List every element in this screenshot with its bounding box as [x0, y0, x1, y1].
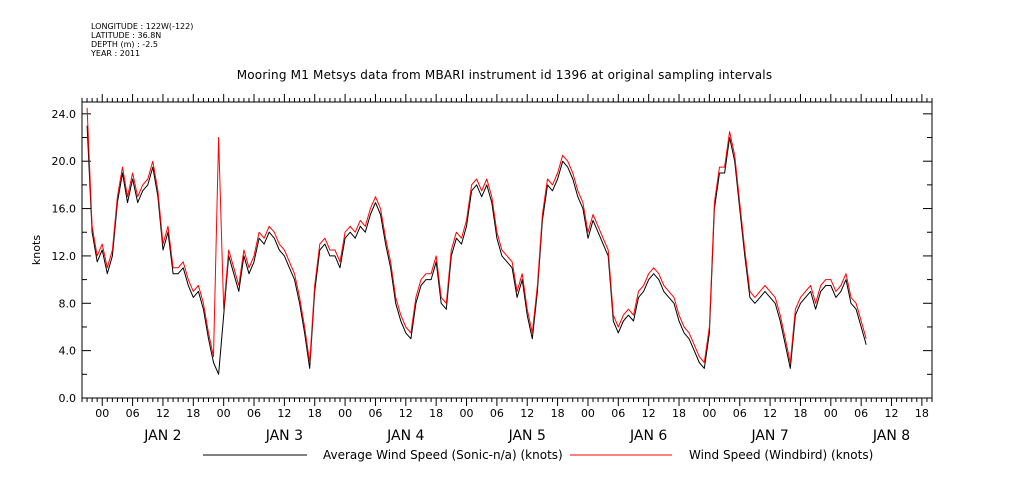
- x-hour-label: 18: [429, 407, 443, 420]
- x-hour-label: 12: [156, 407, 170, 420]
- y-axis-label: knots: [30, 235, 43, 265]
- longitude-text: LONGITUDE : 122W(-122): [91, 22, 194, 31]
- y-tick-label: 12.0: [52, 250, 77, 263]
- x-hour-label: 00: [581, 407, 595, 420]
- x-day-label: JAN 6: [629, 428, 667, 444]
- x-hour-label: 12: [763, 407, 777, 420]
- x-hour-label: 18: [186, 407, 200, 420]
- x-hour-label: 06: [126, 407, 140, 420]
- x-hour-label: 12: [642, 407, 656, 420]
- x-hour-label: 18: [551, 407, 565, 420]
- x-day-label: JAN 5: [508, 428, 546, 444]
- series-line-windbird-wind-speed: [86, 107, 867, 363]
- x-day-label: JAN 3: [265, 428, 303, 444]
- x-hour-label: 00: [460, 407, 474, 420]
- series-line-average-wind-speed: [86, 125, 867, 375]
- x-hour-label: 12: [277, 407, 291, 420]
- y-tick-label: 0.0: [59, 392, 77, 405]
- x-day-label: JAN 8: [872, 428, 910, 444]
- depth-text: DEPTH (m) : -2.5: [91, 40, 158, 49]
- y-tick-label: 20.0: [52, 155, 77, 168]
- chart-title: Mooring M1 Metsys data from MBARI instru…: [236, 68, 773, 82]
- x-hour-label: 06: [247, 407, 261, 420]
- latitude-text: LATITUDE : 36.8N: [91, 31, 162, 40]
- x-hour-label: 06: [733, 407, 747, 420]
- y-tick-label: 24.0: [52, 108, 77, 121]
- x-hour-label: 18: [672, 407, 686, 420]
- x-hour-label: 06: [611, 407, 625, 420]
- x-hour-label: 18: [308, 407, 322, 420]
- x-hour-label: 00: [702, 407, 716, 420]
- x-hour-label: 06: [854, 407, 868, 420]
- x-hour-label: 00: [217, 407, 231, 420]
- year-text: YEAR : 2011: [91, 49, 141, 58]
- x-hour-label: 00: [824, 407, 838, 420]
- x-day-label: JAN 2: [143, 428, 181, 444]
- x-hour-label: 12: [885, 407, 899, 420]
- x-hour-label: 18: [793, 407, 807, 420]
- x-hour-label: 12: [520, 407, 534, 420]
- x-day-label: JAN 7: [750, 428, 788, 444]
- station-metadata: LONGITUDE : 122W(-122) LATITUDE : 36.8N …: [91, 22, 193, 58]
- y-tick-label: 8.0: [59, 297, 77, 310]
- x-hour-label: 12: [399, 407, 413, 420]
- x-hour-label: 06: [490, 407, 504, 420]
- x-hour-label: 18: [915, 407, 929, 420]
- legend-label-windbird: Wind Speed (Windbird) (knots): [689, 448, 873, 462]
- legend-label-average: Average Wind Speed (Sonic-n/a) (knots): [323, 448, 563, 462]
- x-hour-label: 00: [95, 407, 109, 420]
- x-hour-label: 06: [368, 407, 382, 420]
- y-tick-label: 16.0: [52, 203, 77, 216]
- x-day-label: JAN 4: [386, 428, 424, 444]
- y-tick-label: 4.0: [59, 345, 77, 358]
- x-hour-label: 00: [338, 407, 352, 420]
- plot-frame: [81, 101, 933, 399]
